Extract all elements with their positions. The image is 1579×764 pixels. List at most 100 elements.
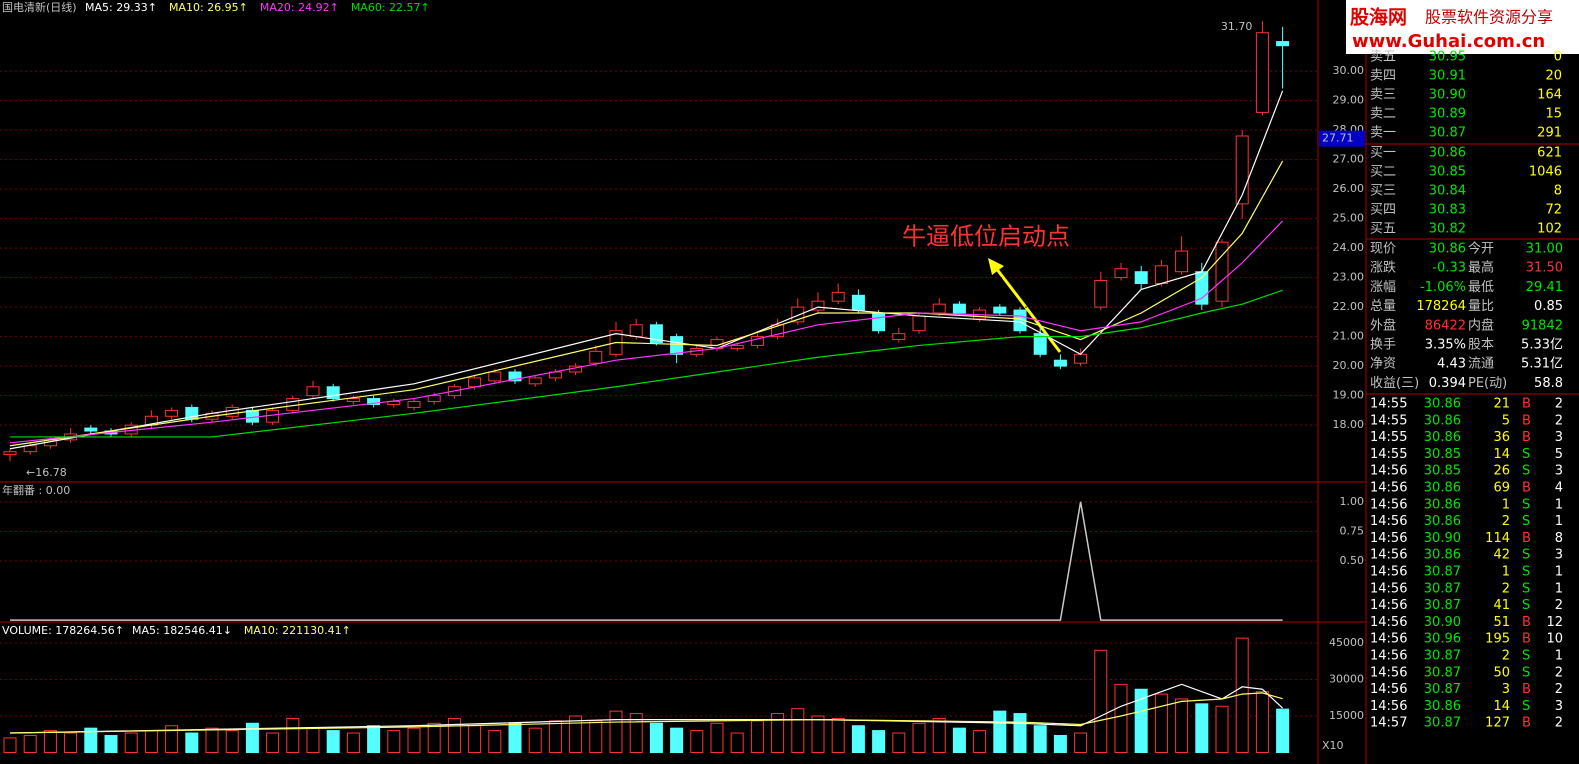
candle-body [872, 312, 886, 332]
volume-bar [1094, 649, 1108, 754]
y-tick-label: 18.00 [1333, 418, 1365, 431]
volume-bar [548, 720, 562, 754]
volume-bar [3, 737, 17, 754]
tick-volume: 195 [1485, 632, 1510, 647]
y-tick-label: 26.00 [1333, 182, 1365, 195]
tick-count: 12 [1546, 615, 1563, 630]
candle-body [3, 451, 17, 456]
book-amount: 72 [1545, 203, 1562, 218]
tick-count: 1 [1555, 565, 1563, 580]
tick-side: S [1522, 649, 1530, 664]
stat-label: 股本 [1468, 338, 1494, 353]
volume-bar [84, 727, 98, 754]
tick-count: 1 [1555, 497, 1563, 512]
volume-bar [1175, 698, 1189, 754]
tick-price: 30.86 [1424, 514, 1461, 529]
tick-side: S [1522, 665, 1530, 680]
volume-bar [508, 722, 522, 754]
tick-price: 30.87 [1424, 565, 1461, 580]
y-tick-label: 29.00 [1333, 94, 1365, 107]
tick-price: 30.87 [1424, 598, 1461, 613]
tick-count: 3 [1555, 430, 1563, 445]
candle-body [1154, 265, 1168, 285]
tick-price: 30.87 [1424, 682, 1461, 697]
stat-value: 4.43 [1437, 357, 1466, 372]
volume-bar [629, 713, 643, 754]
stat-label: 最低 [1468, 280, 1494, 295]
book-label: 买二 [1370, 165, 1396, 180]
candle-body [629, 324, 643, 338]
candle-body [932, 303, 946, 314]
tick-price: 30.87 [1424, 649, 1461, 664]
line [9, 692, 1283, 734]
tick-time: 14:56 [1370, 464, 1407, 479]
min-label: ←16.78 [26, 466, 67, 479]
stat-label: 现价 [1370, 242, 1396, 257]
candle-body [811, 300, 825, 311]
tick-side: B [1522, 682, 1531, 697]
chart-title: 国电清新(日线) [2, 0, 77, 14]
tick-count: 3 [1555, 699, 1563, 714]
book-label: 卖三 [1370, 88, 1396, 103]
tick-volume: 14 [1493, 699, 1510, 714]
tick-count: 3 [1555, 464, 1563, 479]
candle-body [771, 324, 785, 338]
tick-time: 14:55 [1370, 430, 1407, 445]
stat-label: 净资 [1370, 357, 1396, 372]
candle-body [245, 409, 259, 423]
tick-time: 14:56 [1370, 548, 1407, 563]
book-amount: 8 [1554, 184, 1562, 199]
stat-value: 0.394 [1429, 376, 1466, 391]
tick-count: 8 [1555, 531, 1563, 546]
tick-side: B [1522, 716, 1531, 731]
book-amount: 15 [1545, 107, 1562, 122]
volume-unit: X10 [1322, 739, 1344, 752]
book-amount: 0 [1554, 50, 1562, 65]
tick-count: 1 [1555, 581, 1563, 596]
tick-volume: 1 [1502, 565, 1510, 580]
volume-bar [1053, 734, 1067, 754]
book-price: 30.85 [1429, 165, 1466, 180]
volume-bar [993, 710, 1007, 754]
volume-bar [872, 730, 886, 754]
stat-value: 0.85 [1534, 299, 1563, 314]
watermark-slogan: 股票软件资源分享 [1425, 8, 1553, 27]
stat-value: 29.41 [1526, 280, 1563, 295]
tick-time: 14:56 [1370, 649, 1407, 664]
book-amount: 164 [1537, 88, 1562, 103]
tick-volume: 26 [1493, 464, 1510, 479]
y-tick-label: 23.00 [1333, 271, 1365, 284]
book-amount: 102 [1537, 222, 1562, 237]
volume-bar [185, 732, 199, 754]
volume-bar [569, 715, 583, 754]
volume-bar [1033, 725, 1047, 754]
volume-title: VOLUME: 178264.56↑ [2, 624, 124, 637]
tick-count: 2 [1555, 397, 1563, 412]
tick-side: S [1522, 447, 1530, 462]
tick-volume: 21 [1493, 397, 1510, 412]
tick-count: 1 [1555, 649, 1563, 664]
watermark-box [1346, 0, 1579, 54]
candle-body [1134, 271, 1148, 285]
book-price: 30.82 [1429, 222, 1466, 237]
candle-body [508, 371, 522, 382]
tick-side: B [1522, 397, 1531, 412]
book-label: 卖五 [1370, 50, 1396, 65]
legend-entry: MA60: 22.57↑ [351, 1, 430, 14]
volume-bar [1276, 708, 1290, 754]
tick-time: 14:56 [1370, 699, 1407, 714]
tick-price: 30.86 [1424, 413, 1461, 428]
book-price: 30.91 [1429, 69, 1466, 84]
candle-body [892, 333, 906, 341]
volume-bar [43, 730, 57, 754]
legend-entry: MA5: 29.33↑ [85, 1, 157, 14]
candle-body [1053, 359, 1067, 367]
tick-price: 30.86 [1424, 430, 1461, 445]
candle-body [528, 377, 542, 385]
candle-body [649, 324, 663, 344]
candle-body [851, 294, 865, 311]
stat-value: 5.31亿 [1521, 357, 1563, 372]
stat-value: 86422 [1425, 318, 1466, 333]
tick-time: 14:56 [1370, 598, 1407, 613]
